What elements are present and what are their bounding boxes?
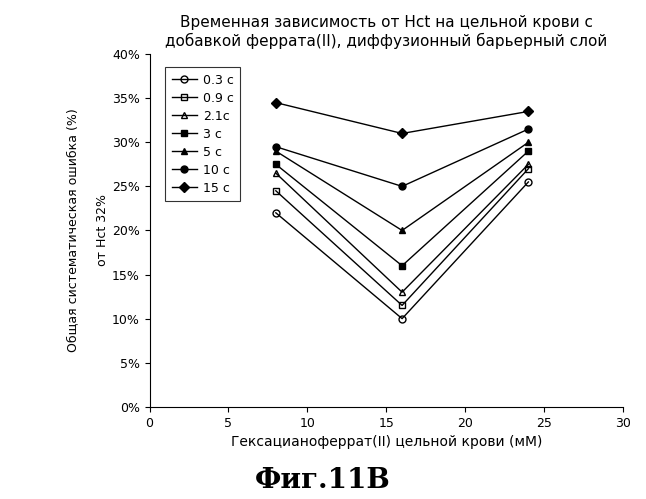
0.3 с bbox=[398, 316, 406, 322]
Line: 0.3 с: 0.3 с bbox=[273, 179, 532, 322]
5 с bbox=[398, 228, 406, 234]
0.9 с bbox=[525, 166, 532, 172]
3 с bbox=[525, 148, 532, 154]
0.3 с bbox=[525, 179, 532, 185]
Title: Временная зависимость от Hct на цельной крови с
добавкой феррата(II), диффузионн: Временная зависимость от Hct на цельной … bbox=[165, 15, 607, 49]
10 с bbox=[525, 126, 532, 132]
2.1с bbox=[398, 289, 406, 295]
0.9 с bbox=[272, 188, 280, 194]
3 с bbox=[398, 263, 406, 269]
Text: Фиг.11В: Фиг.11В bbox=[255, 467, 391, 494]
Text: Общая систематическая ошибка (%): Общая систематическая ошибка (%) bbox=[67, 109, 79, 352]
3 с bbox=[272, 161, 280, 167]
0.3 с bbox=[272, 210, 280, 216]
Line: 0.9 с: 0.9 с bbox=[273, 165, 532, 309]
Line: 3 с: 3 с bbox=[273, 148, 532, 269]
5 с bbox=[272, 148, 280, 154]
X-axis label: Гексацианоферрат(II) цельной крови (мМ): Гексацианоферрат(II) цельной крови (мМ) bbox=[231, 435, 542, 449]
Line: 5 с: 5 с bbox=[273, 139, 532, 234]
2.1с bbox=[272, 170, 280, 176]
15 с bbox=[272, 100, 280, 106]
Y-axis label: от Hct 32%: от Hct 32% bbox=[96, 195, 109, 266]
15 с bbox=[398, 130, 406, 136]
Line: 15 с: 15 с bbox=[273, 99, 532, 137]
10 с bbox=[398, 183, 406, 189]
15 с bbox=[525, 108, 532, 114]
5 с bbox=[525, 139, 532, 145]
10 с bbox=[272, 144, 280, 150]
Line: 10 с: 10 с bbox=[273, 126, 532, 190]
Legend: 0.3 с, 0.9 с, 2.1с, 3 с, 5 с, 10 с, 15 с: 0.3 с, 0.9 с, 2.1с, 3 с, 5 с, 10 с, 15 с bbox=[165, 67, 240, 201]
Line: 2.1с: 2.1с bbox=[273, 161, 532, 295]
2.1с bbox=[525, 161, 532, 167]
0.9 с bbox=[398, 302, 406, 308]
